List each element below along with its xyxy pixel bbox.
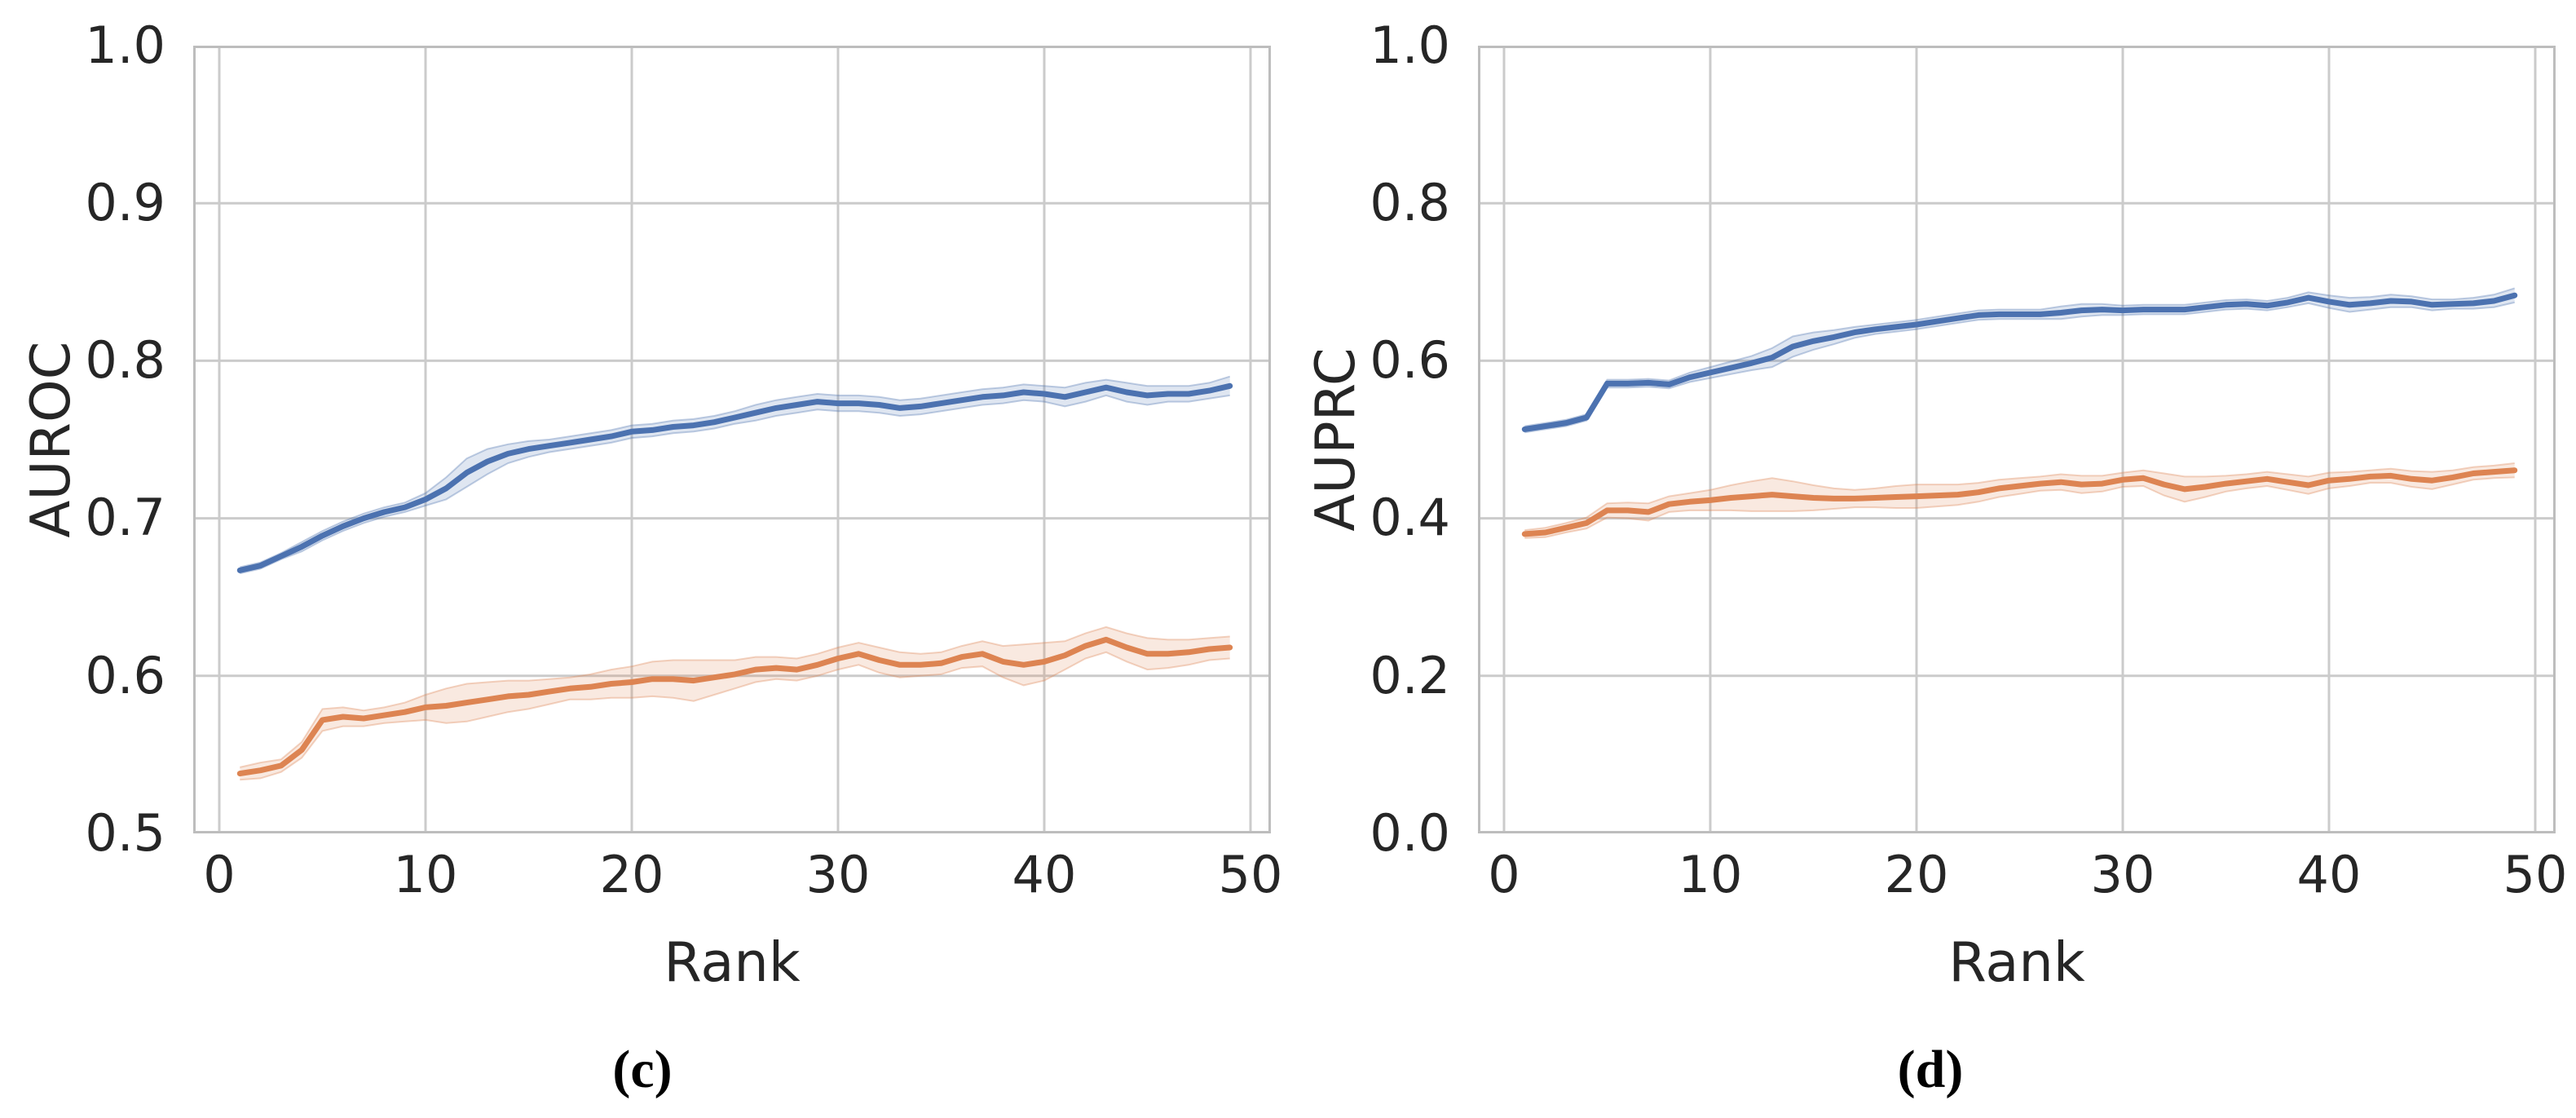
- y-tick-label: 1.0: [85, 15, 165, 75]
- x-tick-label: 20: [1884, 845, 1949, 904]
- y-tick-label: 0.7: [85, 488, 165, 547]
- y-tick-label: 0.8: [85, 330, 165, 390]
- x-tick-label: 50: [1218, 845, 1283, 904]
- y-tick-label: 0.4: [1370, 488, 1450, 547]
- x-tick-label: 50: [2503, 845, 2568, 904]
- x-tick-label: 40: [2296, 845, 2362, 904]
- x-tick-label: 10: [1678, 845, 1743, 904]
- x-tick-label: 0: [203, 845, 236, 904]
- y-tick-label: 0.8: [1370, 173, 1450, 232]
- y-tick-label: 0.0: [1370, 803, 1450, 863]
- x-axis-label: Rank: [1948, 930, 2085, 994]
- x-tick-label: 0: [1488, 845, 1520, 904]
- x-tick-label: 10: [393, 845, 458, 904]
- auprc-plot-svg: [1478, 46, 2556, 833]
- y-tick-label: 0.9: [85, 173, 165, 232]
- x-tick-label: 20: [599, 845, 664, 904]
- y-axis-label: AUPRC: [1303, 347, 1367, 532]
- subfigure-caption-d: (d): [1897, 1040, 1964, 1099]
- y-tick-label: 0.2: [1370, 646, 1450, 705]
- y-tick-label: 1.0: [1370, 15, 1450, 75]
- auroc-plot-svg: [193, 46, 1271, 833]
- x-tick-label: 40: [1012, 845, 1077, 904]
- y-tick-label: 0.6: [85, 646, 165, 705]
- x-tick-label: 30: [2090, 845, 2155, 904]
- y-tick-label: 0.6: [1370, 330, 1450, 390]
- y-tick-label: 0.5: [85, 803, 165, 863]
- x-axis-label: Rank: [664, 930, 801, 994]
- x-tick-label: 30: [805, 845, 871, 904]
- subfigure-caption-c: (c): [612, 1040, 673, 1099]
- y-axis-label: AUROC: [19, 341, 82, 538]
